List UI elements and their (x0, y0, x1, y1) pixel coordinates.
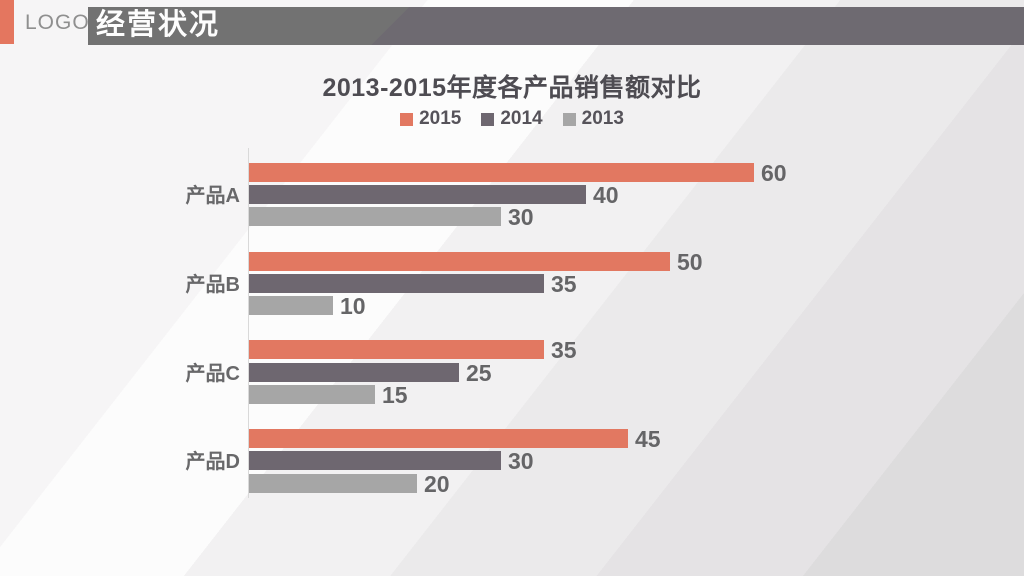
category-label: 产品D (185, 451, 240, 474)
legend-swatch-icon (562, 112, 576, 126)
chart-title: 2013-2015年度各产品销售额对比 (322, 74, 702, 102)
legend-label: 2014 (500, 108, 543, 129)
bar (249, 273, 544, 293)
legend-item: 2014 (481, 108, 543, 130)
legend-item: 2015 (400, 108, 461, 130)
slide-title-banner: 经营状况 (88, 7, 1024, 45)
legend-label: 2015 (419, 108, 462, 129)
bar (249, 251, 670, 271)
bar-value-label: 15 (382, 381, 408, 408)
bar-value-label: 45 (635, 426, 661, 453)
bar-value-label: 60 (761, 160, 787, 186)
logo-text: LOGO (25, 11, 90, 34)
bar-value-label: 40 (593, 182, 619, 209)
bar (249, 429, 628, 449)
legend-item: 2013 (562, 108, 624, 130)
category-label: 产品B (185, 273, 240, 296)
accent-bar (0, 0, 14, 44)
bar-value-label: 30 (508, 204, 534, 231)
category-label: 产品C (185, 362, 240, 385)
legend-label: 2013 (581, 108, 624, 129)
bar (249, 163, 754, 182)
bar (249, 451, 501, 471)
bar-value-label: 35 (551, 337, 577, 364)
bar (249, 384, 375, 404)
slide-title: 经营状况 (96, 9, 221, 41)
y-axis-line (248, 148, 249, 498)
bar (249, 207, 501, 227)
bar (249, 340, 544, 360)
legend-swatch-icon (400, 112, 414, 126)
bar-value-label: 35 (551, 270, 577, 297)
bar-value-label: 10 (340, 293, 366, 320)
bar-value-label: 25 (466, 359, 492, 386)
bar-value-label: 30 (508, 448, 534, 475)
bar-value-label: 50 (677, 248, 703, 275)
legend-swatch-icon (481, 112, 495, 126)
bar (249, 473, 417, 493)
chart-legend: 2015 2014 2013 (0, 108, 1024, 130)
category-label: 产品A (185, 185, 240, 208)
bar-value-label: 20 (424, 470, 450, 497)
bar (249, 362, 459, 382)
bar (249, 185, 586, 205)
bar (249, 296, 333, 316)
